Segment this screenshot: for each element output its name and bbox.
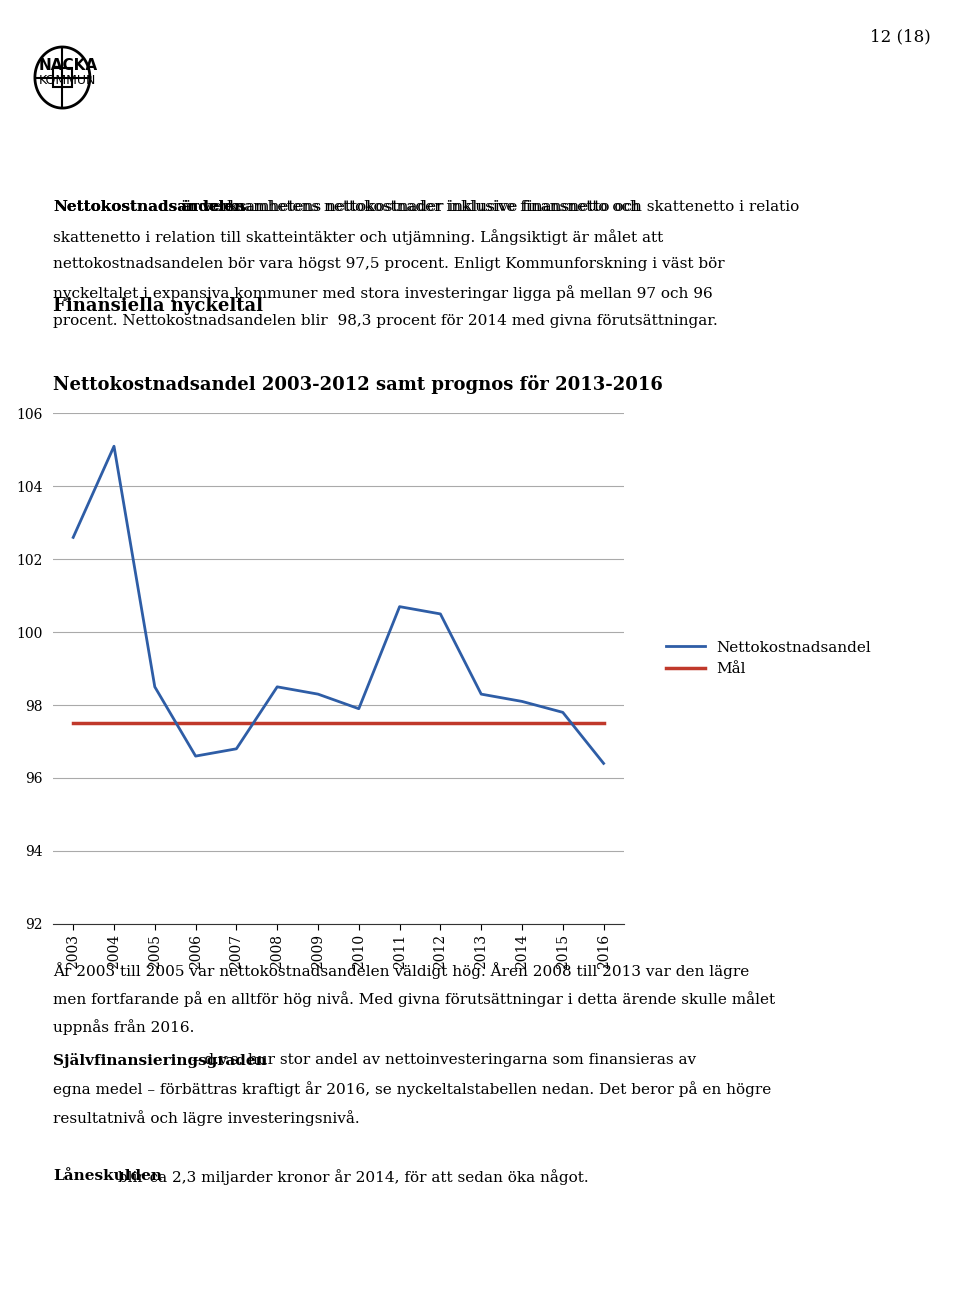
Text: Låneskulden: Låneskulden [53, 1169, 162, 1183]
Text: Finansiella nyckeltal: Finansiella nyckeltal [53, 297, 263, 315]
Text: men fortfarande på en alltför hög nivå. Med givna förutsättningar i detta ärende: men fortfarande på en alltför hög nivå. … [53, 991, 775, 1006]
Text: KOMMUN: KOMMUN [38, 74, 96, 87]
Text: 12 (18): 12 (18) [871, 28, 931, 45]
Text: År 2003 till 2005 var nettokostnadsandelen väldigt hög. Åren 2008 till 2013 var : År 2003 till 2005 var nettokostnadsandel… [53, 963, 749, 979]
Text: nettokostnadsandelen bör vara högst 97,5 procent. Enligt Kommunforskning i väst : nettokostnadsandelen bör vara högst 97,5… [53, 257, 725, 271]
Text: uppnås från 2016.: uppnås från 2016. [53, 1019, 194, 1035]
Text: skattenetto i relation till skatteintäkter och utjämning. Långsiktigt är målet a: skattenetto i relation till skatteintäkt… [53, 229, 663, 244]
Text: procent. Nettokostnadsandelen blir  98,3 procent för 2014 med givna förutsättnin: procent. Nettokostnadsandelen blir 98,3 … [53, 314, 717, 328]
Text: resultatnivå och lägre investeringsnivå.: resultatnivå och lägre investeringsnivå. [53, 1110, 359, 1125]
Text: NACKA: NACKA [38, 58, 98, 74]
Text: egna medel – förbättras kraftigt år 2016, se nyckeltalstabellen nedan. Det beror: egna medel – förbättras kraftigt år 2016… [53, 1081, 771, 1097]
Legend: Nettokostnadsandel, Mål: Nettokostnadsandel, Mål [660, 634, 877, 682]
Text: Nettokostnadsandel 2003-2012 samt prognos för 2013-2016: Nettokostnadsandel 2003-2012 samt progno… [53, 375, 662, 394]
Text: är verksamhetens nettokostnader inklusive finansnetto och: är verksamhetens nettokostnader inklusiv… [176, 200, 639, 214]
Bar [53, 68, 72, 87]
Text: nyckeltalet i expansiva kommuner med stora investeringar ligga på mellan 97 och : nyckeltalet i expansiva kommuner med sto… [53, 286, 712, 301]
Text: Nettokostnadsandelen: Nettokostnadsandelen [53, 200, 245, 214]
Text: Nettokostnadsandelen: Nettokostnadsandelen [53, 200, 245, 214]
Text: Självfinansieringsgraden: Självfinansieringsgraden [53, 1053, 267, 1068]
Text: blir ca 2,3 miljarder kronor år 2014, för att sedan öka något.: blir ca 2,3 miljarder kronor år 2014, fö… [113, 1169, 588, 1185]
Text: är verksamhetens nettokostnader inklusive finansnetto och skattenetto i relatio: är verksamhetens nettokostnader inklusiv… [178, 200, 799, 214]
Text: – d.v.s. hur stor andel av nettoinvesteringarna som finansieras av: – d.v.s. hur stor andel av nettoinvester… [187, 1053, 696, 1067]
